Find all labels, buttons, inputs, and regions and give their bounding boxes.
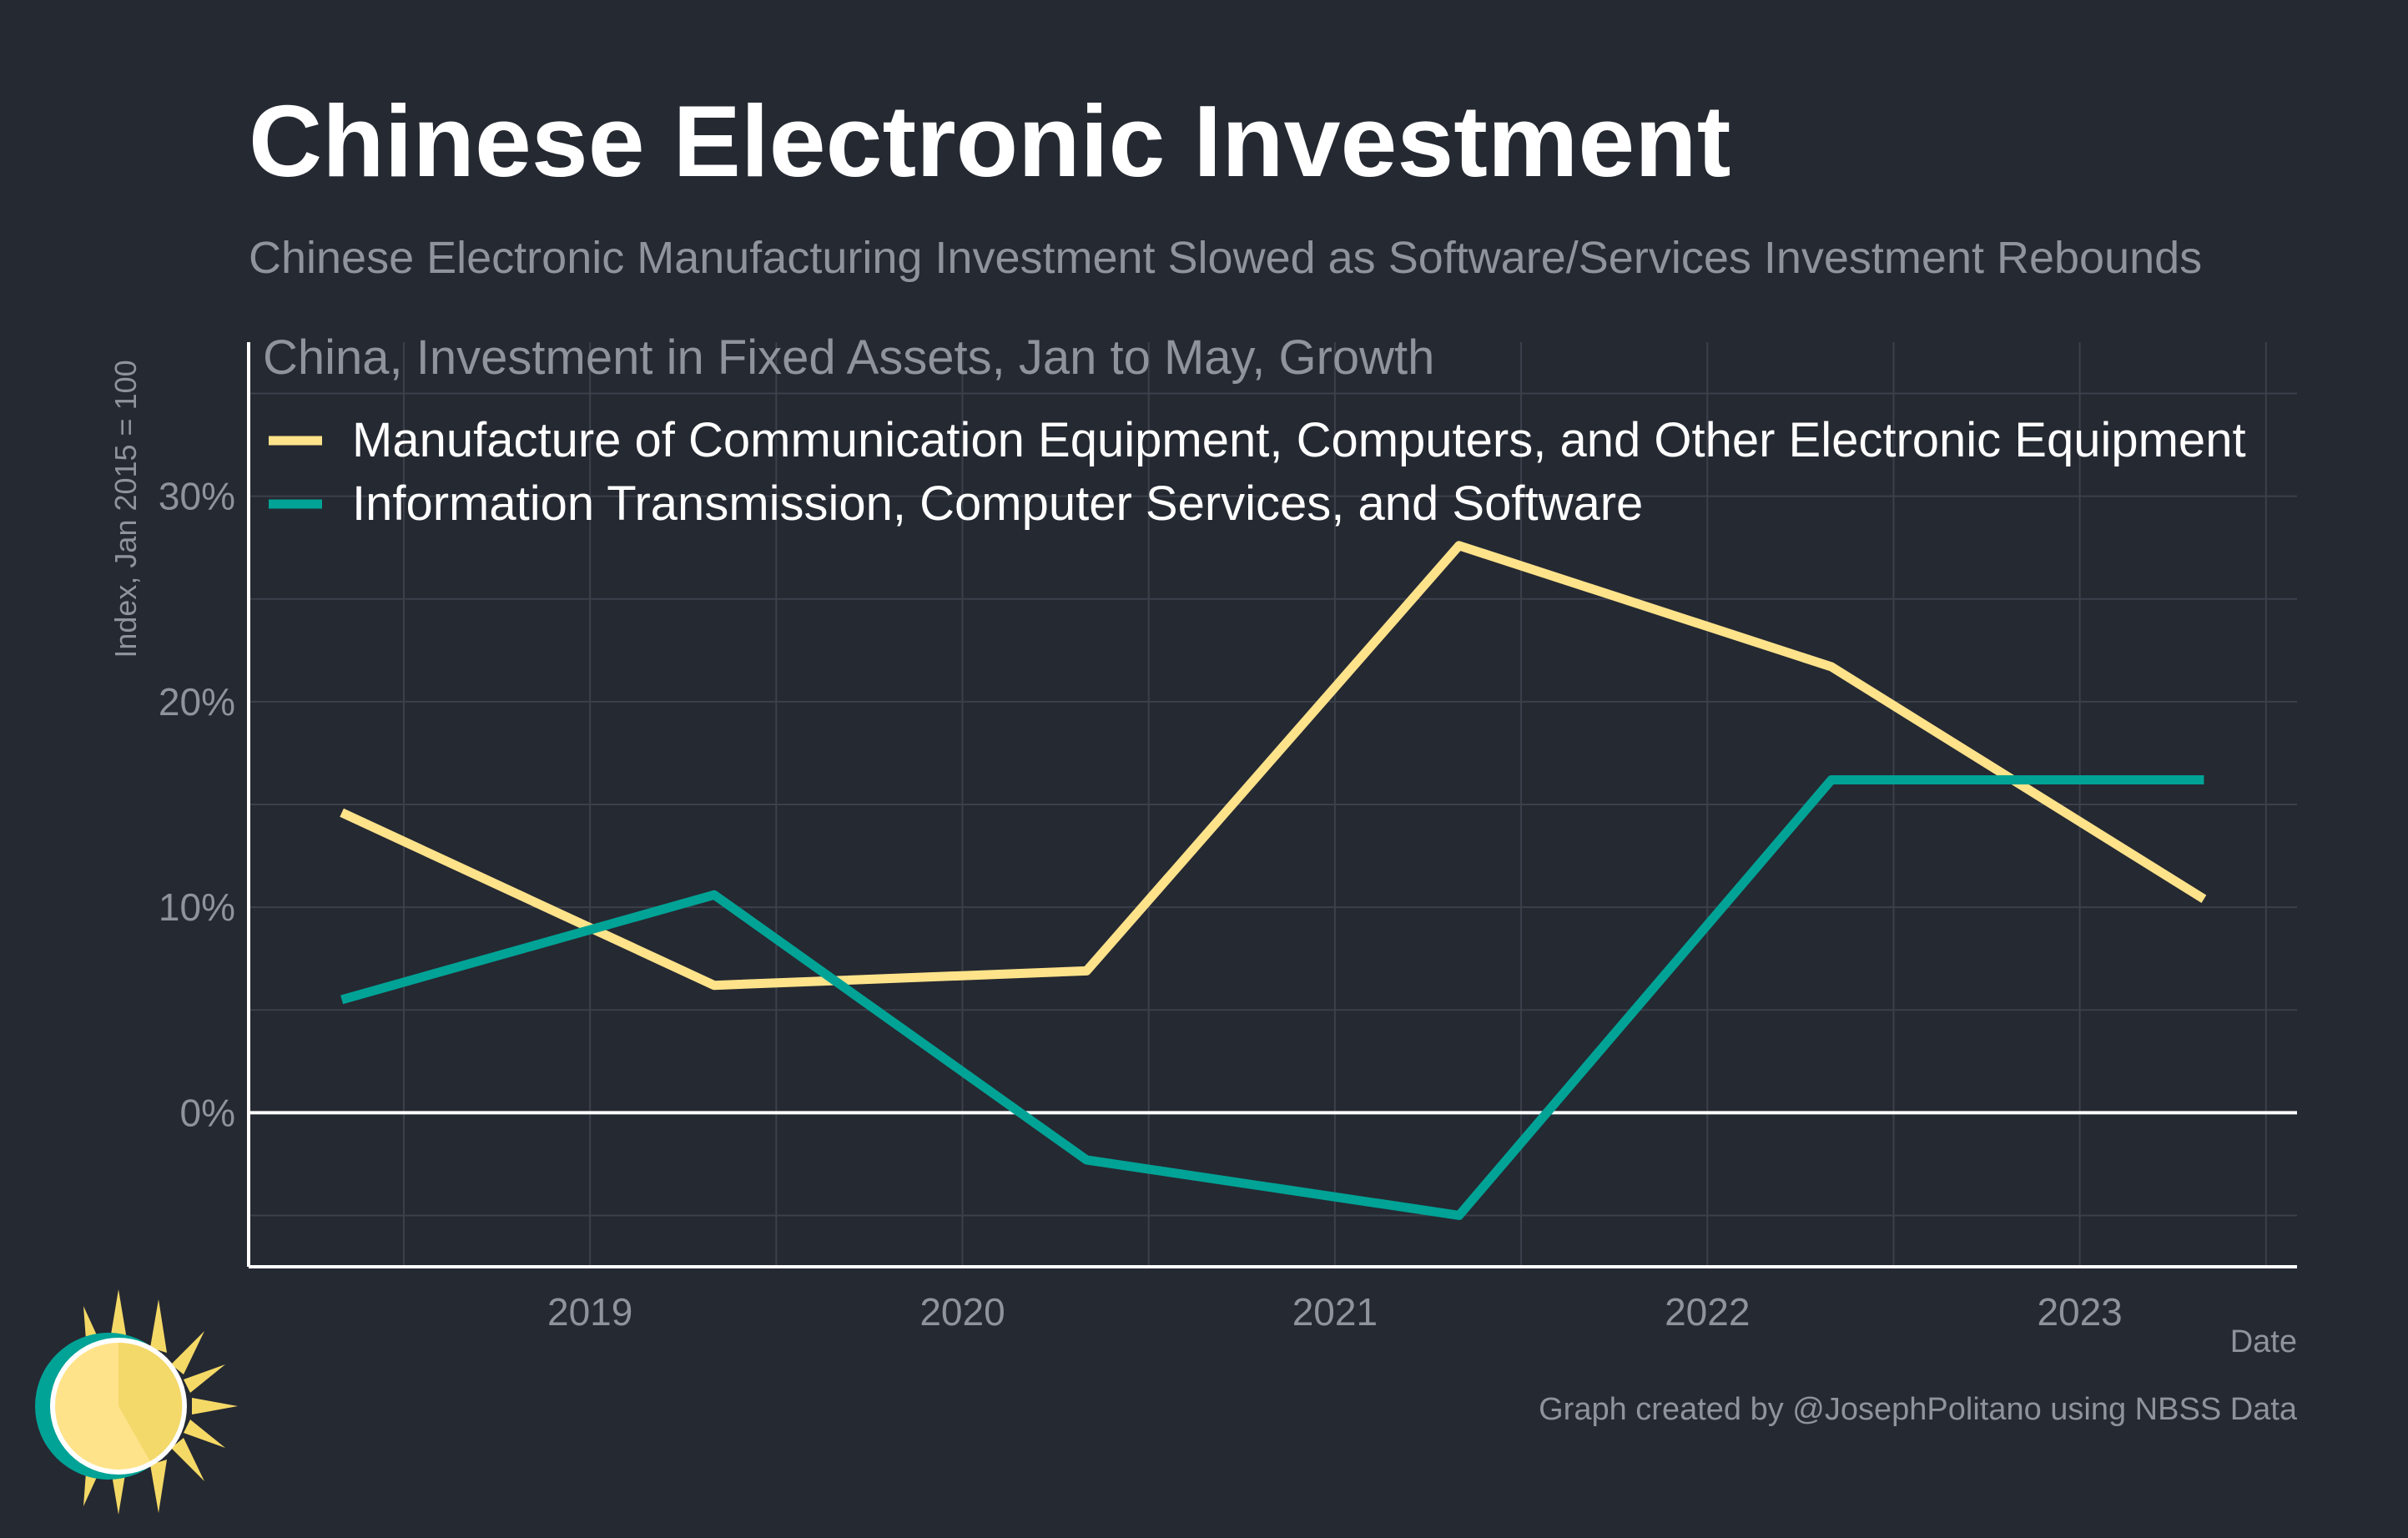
x-tick-label: 2021 [1292, 1290, 1378, 1334]
y-tick-label: 20% [159, 680, 235, 724]
x-tick-label: 2019 [547, 1290, 632, 1334]
legend: Manufacture of Communication Equipment, … [269, 413, 2246, 531]
series-layer [340, 541, 2207, 1220]
chart-inner-title: China, Investment in Fixed Assets, Jan t… [263, 330, 1434, 385]
y-tick-label: 0% [180, 1091, 235, 1134]
sun-icon [35, 1289, 238, 1515]
y-axis-label: Index, Jan 2015 = 100 [108, 360, 143, 658]
x-tick-label: 2022 [1665, 1290, 1750, 1334]
x-axis-label: Date [2230, 1324, 2297, 1359]
y-tick-label: 30% [159, 475, 235, 518]
legend-label: Information Transmission, Computer Servi… [352, 477, 1643, 531]
y-tick-label: 10% [159, 885, 235, 929]
legend-label: Manufacture of Communication Equipment, … [352, 413, 2246, 467]
page-subtitle: Chinese Electronic Manufacturing Investm… [249, 233, 2203, 283]
credit-text: Graph created by @JosephPolitano using N… [1539, 1392, 2298, 1427]
series-line-2 [340, 775, 2204, 1220]
x-tick-label: 2020 [919, 1290, 1005, 1334]
axis-layer: 0% 10% 20% 30% 2019 2020 2021 2022 2023 [159, 342, 2297, 1334]
page-title: Chinese Electronic Investment [249, 84, 1731, 198]
x-tick-label: 2023 [2037, 1290, 2122, 1334]
series-line-1 [340, 541, 2207, 991]
label-layer: China, Investment in Fixed Assets, Jan t… [108, 330, 2298, 1427]
